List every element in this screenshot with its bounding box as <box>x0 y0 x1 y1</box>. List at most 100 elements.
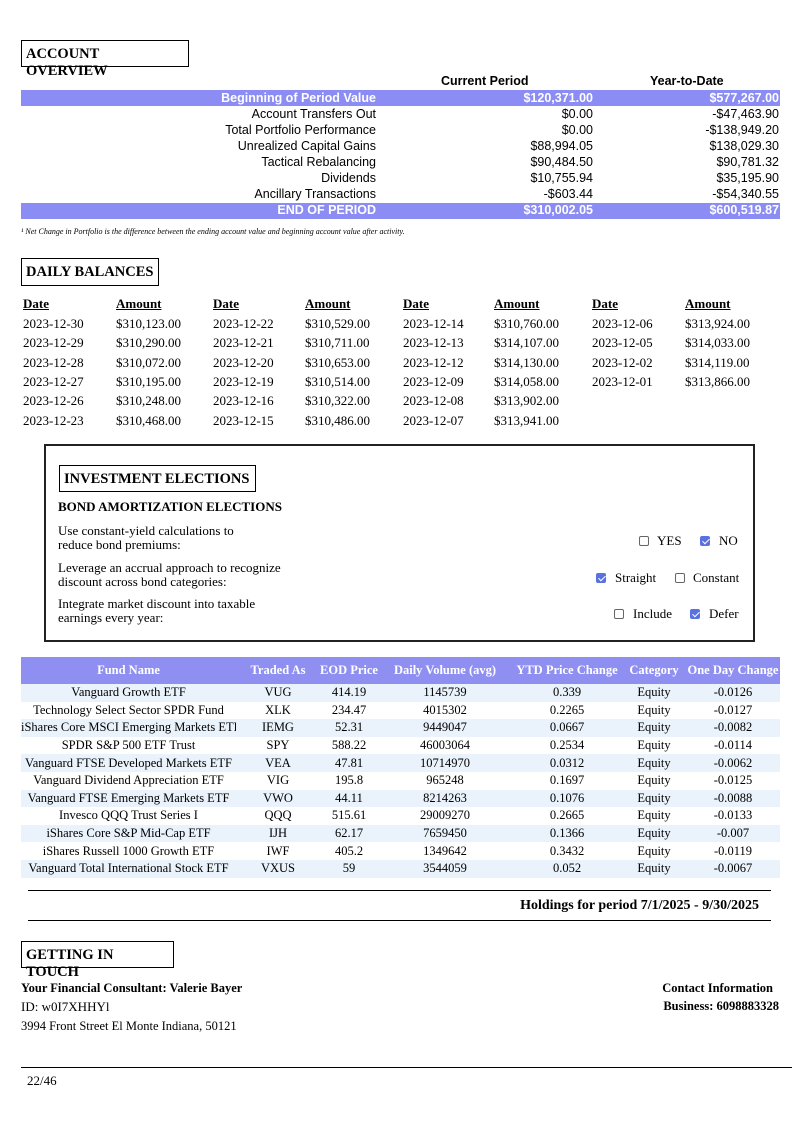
option-label: Constant <box>693 570 740 585</box>
fund-cell: 47.81 <box>320 754 378 772</box>
fund-cell: Equity <box>637 738 671 753</box>
fund-row: Technology Select Sector SPDR Fund XLK 234… <box>21 702 780 720</box>
fund-cell: Invesco QQQ Trust Series I <box>59 808 198 823</box>
fund-cell: 0.1076 <box>512 789 622 808</box>
column-header: EOD Price <box>320 657 378 684</box>
row-label: Account Transfers Out <box>251 106 376 121</box>
balance-amount: $310,248.00 <box>116 393 181 409</box>
balance-date: 2023-12-22 <box>213 316 274 331</box>
fund-cell: Vanguard FTSE Developed Markets ETF <box>21 754 236 772</box>
option-label: Include <box>633 606 672 621</box>
fund-cell: Equity <box>622 789 686 808</box>
balance-date: 2023-12-21 <box>213 335 274 351</box>
column-header: Current Period <box>441 74 529 88</box>
fund-cell: -0.0114 <box>713 738 753 753</box>
fund-row: Vanguard FTSE Emerging Markets ETF VWO 44.… <box>21 789 780 808</box>
fund-cell: iShares Russell 1000 Growth ETF <box>42 843 215 858</box>
page-number: 22/46 <box>27 1073 57 1088</box>
section-title: GETTING IN TOUCH <box>21 941 174 980</box>
fund-cell: SPDR S&P 500 ETF Trust <box>61 738 196 753</box>
election-text: earnings every year: <box>58 610 164 625</box>
fund-cell: -0.0126 <box>686 684 780 702</box>
column-header: Traded As <box>236 657 320 684</box>
balance-date: 2023-12-12 <box>403 354 464 370</box>
fund-cell: Equity <box>637 773 671 788</box>
fund-row: iShares Core S&P Mid-Cap ETF IJH 62.17 7659… <box>21 824 780 843</box>
ytd-value: -$138,949.20 <box>705 122 779 137</box>
checkbox[interactable] <box>690 609 700 619</box>
election-text: Leverage an accrual approach to recogniz… <box>58 560 281 575</box>
election-text: Integrate market discount into taxable <box>58 596 256 611</box>
row-label: Beginning of Period Value <box>221 90 376 105</box>
balance-amount: $314,058.00 <box>494 373 559 389</box>
balance-date: 2023-12-09 <box>403 373 464 389</box>
checkbox[interactable] <box>614 609 624 619</box>
balance-amount: $310,711.00 <box>305 335 370 351</box>
fund-cell: Equity <box>637 843 671 858</box>
fund-cell: 195.8 <box>334 773 364 788</box>
checkbox[interactable] <box>596 573 606 583</box>
fund-cell: 0.339 <box>512 684 622 702</box>
fund-cell: 59 <box>320 859 378 878</box>
balance-amount: $310,514.00 <box>305 373 370 389</box>
ytd-value: -$47,463.90 <box>712 106 779 121</box>
column-header: Fund Name <box>21 657 236 684</box>
business-phone: Business: 6098883328 <box>663 999 779 1013</box>
election-text: reduce bond premiums: <box>58 537 181 552</box>
section-title: INVESTMENT ELECTIONS <box>59 465 256 492</box>
row-label: Tactical Rebalancing <box>261 154 376 169</box>
row-label: Total Portfolio Performance <box>225 122 376 137</box>
fund-cell: -0.0082 <box>686 719 780 737</box>
fund-cell: VUG <box>236 684 320 702</box>
current-value: $0.00 <box>561 106 593 121</box>
fund-cell: VXUS <box>236 859 320 878</box>
rule <box>28 890 771 891</box>
column-header: Amount <box>494 296 540 311</box>
balance-amount: $310,290.00 <box>116 335 181 351</box>
section-title: DAILY BALANCES <box>21 258 159 286</box>
fund-cell: VWO <box>236 789 320 808</box>
fund-cell: -0.0062 <box>686 754 780 772</box>
fund-row: iShares Russell 1000 Growth ETF IWF 405.2 1… <box>21 842 780 860</box>
checkbox[interactable] <box>700 536 710 546</box>
fund-cell: -0.0133 <box>713 808 753 823</box>
fund-row: Vanguard FTSE Developed Markets ETF VEA 47… <box>21 754 780 772</box>
balance-amount: $310,760.00 <box>494 316 559 331</box>
fund-cell: 0.2265 <box>549 702 585 717</box>
balance-date: 2023-12-13 <box>403 335 464 351</box>
balance-amount: $310,468.00 <box>116 412 181 428</box>
fund-cell: 0.2534 <box>549 738 585 753</box>
balance-amount: $310,123.00 <box>116 316 181 331</box>
ytd-value: -$54,340.55 <box>712 187 779 202</box>
checkbox[interactable] <box>675 573 685 583</box>
current-value: $120,371.00 <box>523 90 593 105</box>
subsection-title: BOND AMORTIZATION ELECTIONS <box>58 499 282 514</box>
fund-cell: 8214263 <box>378 789 512 808</box>
fund-cell: Equity <box>637 702 671 717</box>
balance-date: 2023-12-05 <box>592 335 653 351</box>
fund-cell: SPY <box>266 738 290 753</box>
fund-cell: -0.0067 <box>686 859 780 878</box>
balance-amount: $313,941.00 <box>494 412 559 428</box>
fund-cell: 9449047 <box>378 719 512 737</box>
section-title: ACCOUNT OVERVIEW <box>21 40 189 79</box>
checkbox[interactable] <box>639 536 649 546</box>
fund-cell: Equity <box>622 684 686 702</box>
rule <box>21 1067 792 1068</box>
ytd-value: $600,519.87 <box>709 203 779 218</box>
option-label: NO <box>719 533 738 548</box>
current-value: $90,484.50 <box>530 154 593 169</box>
balance-date: 2023-12-19 <box>213 373 274 389</box>
election-text: discount across bond categories: <box>58 574 227 589</box>
option-label: YES <box>657 533 682 548</box>
balance-amount: $314,130.00 <box>494 354 559 370</box>
fund-cell: 29009270 <box>420 808 470 823</box>
consultant-id: ID: w0I7XHHYl <box>21 999 110 1014</box>
elections-panel <box>44 444 755 642</box>
table-caption: Holdings for period 7/1/2025 - 9/30/2025 <box>520 898 759 913</box>
fund-row: SPDR S&P 500 ETF Trust SPY 588.22 46003064 0… <box>21 737 780 755</box>
fund-cell: 0.0312 <box>512 754 622 772</box>
balance-amount: $313,902.00 <box>494 393 559 409</box>
fund-row: Vanguard Growth ETF VUG 414.19 1145739 0.339… <box>21 684 780 702</box>
